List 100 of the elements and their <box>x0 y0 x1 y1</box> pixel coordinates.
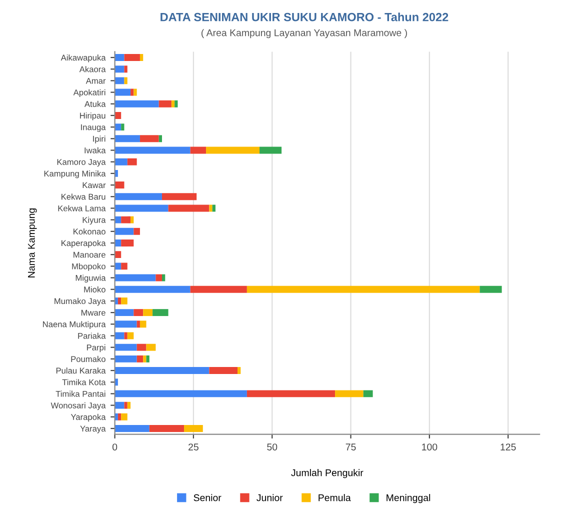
bar <box>162 193 197 200</box>
bar <box>335 390 364 398</box>
x-tick-label: 50 <box>267 444 278 450</box>
bar <box>114 367 210 374</box>
bar <box>118 413 122 420</box>
bar <box>114 390 247 398</box>
y-tick-label: Kaperapoka <box>62 240 106 248</box>
y-tick-label: Timika Pantai <box>56 390 106 397</box>
bar <box>149 425 184 432</box>
bar <box>127 158 137 166</box>
bar <box>184 425 203 432</box>
bar <box>363 390 373 398</box>
bar <box>114 274 156 282</box>
x-tick-label: 75 <box>346 444 356 450</box>
bar <box>124 77 128 84</box>
y-tick-label: Kekwa Baru <box>62 194 106 200</box>
bar <box>121 297 128 304</box>
bar <box>209 204 212 212</box>
bar <box>158 135 162 142</box>
y-tick-label: Kampung Minika <box>44 170 106 178</box>
bar <box>118 297 122 304</box>
bar <box>114 158 128 166</box>
bar <box>152 309 168 316</box>
y-tick-label: Pariaka <box>78 332 106 339</box>
bar <box>260 146 282 154</box>
bar <box>114 193 162 200</box>
y-tick-label: Timika Kota <box>62 379 106 386</box>
y-tick-label: Kiyura <box>82 216 106 225</box>
bar <box>480 286 502 293</box>
bar <box>143 355 146 362</box>
bar <box>246 286 480 293</box>
y-tick-label: Atuka <box>84 100 106 107</box>
bar <box>114 309 134 316</box>
y-tick-label: Mware <box>81 310 106 316</box>
bar <box>124 402 128 409</box>
y-axis-title: Nama Kampung <box>28 208 37 278</box>
y-tick-label: Poumako <box>71 356 106 362</box>
bar <box>114 204 168 212</box>
bar <box>140 320 146 328</box>
y-tick-label: Amar <box>86 78 106 84</box>
x-tick-label: 125 <box>500 444 516 450</box>
x-tick-label: 100 <box>422 444 438 450</box>
y-tick-label: Yaraya <box>80 426 106 434</box>
bar <box>209 367 238 374</box>
bar <box>121 262 128 270</box>
bar <box>114 77 124 84</box>
bar <box>124 54 140 61</box>
bar <box>114 135 140 142</box>
bar <box>158 100 172 108</box>
y-tick-label: Akaora <box>79 66 106 72</box>
y-tick-label: Mbopoko <box>72 263 106 271</box>
y-tick-label: Mioko <box>84 286 106 292</box>
y-tick-label: Manoare <box>74 252 106 258</box>
y-tick-label: Kawar <box>82 182 106 188</box>
bar <box>127 402 131 409</box>
bar <box>121 413 128 420</box>
bar <box>124 332 128 340</box>
y-tick-label: Apokatiri <box>73 89 106 98</box>
y-tick-label: Naena Muktipura <box>43 321 106 329</box>
y-tick-label: Kamoro Jaya <box>57 159 106 167</box>
bar <box>140 135 159 142</box>
bar <box>130 216 134 224</box>
y-tick-label: Inauga <box>81 124 106 132</box>
bar <box>190 286 247 293</box>
bar <box>114 355 137 362</box>
y-tick-label: Kokonao <box>74 228 106 234</box>
bar <box>114 182 124 188</box>
y-tick-label: Yarapoka <box>70 414 106 422</box>
bar <box>143 309 153 316</box>
bar <box>168 204 210 212</box>
bar <box>171 100 175 108</box>
legend-label: Junior <box>256 494 283 502</box>
bar <box>238 367 241 374</box>
bar <box>114 228 134 235</box>
bar <box>130 88 134 96</box>
bar <box>136 355 144 362</box>
bar <box>212 204 216 212</box>
y-tick-label: Miguwia <box>76 274 106 283</box>
bar <box>121 124 124 131</box>
bar <box>114 402 124 409</box>
legend-label: Senior <box>194 494 222 502</box>
bar <box>114 425 150 432</box>
bar <box>114 100 159 108</box>
bar <box>114 344 137 351</box>
y-tick-label: Kekwa Lama <box>58 205 106 212</box>
chart-title: DATA SENIMAN UKIR SUKU KAMORO - Tahun 2022 <box>160 12 448 22</box>
bar <box>121 216 131 224</box>
x-tick-label: 0 <box>112 444 118 450</box>
bar <box>146 344 156 351</box>
y-tick-label: Wonosari Jaya <box>50 402 106 410</box>
bar <box>136 344 146 351</box>
bar <box>134 228 140 235</box>
y-tick-label: Hiripau <box>80 112 106 120</box>
bar <box>114 146 190 154</box>
bar <box>114 54 124 61</box>
y-tick-label: Aikawapuka <box>60 54 106 62</box>
y-tick-label: Pulau Karaka <box>56 367 106 374</box>
x-tick-label: 25 <box>188 444 198 450</box>
bar <box>136 320 140 328</box>
legend-label: Pemula <box>318 494 351 502</box>
